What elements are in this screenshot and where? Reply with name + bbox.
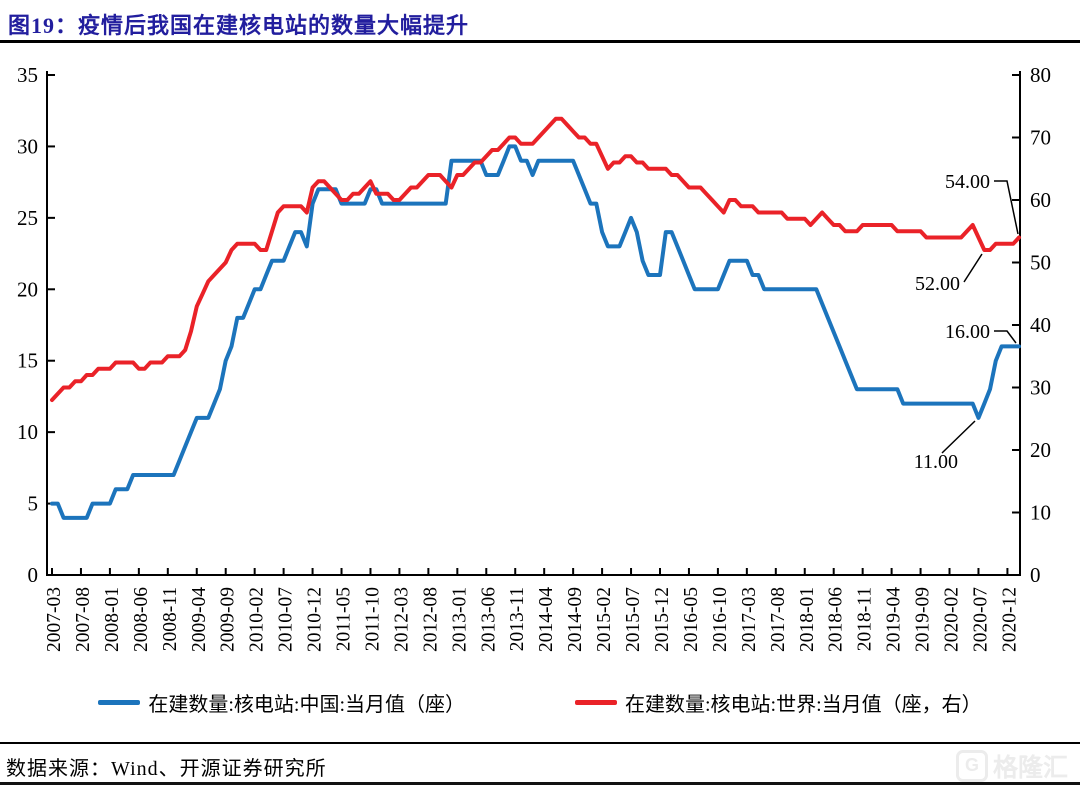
x-axis-tick-label: 2019-09	[913, 587, 934, 652]
x-axis-tick-label: 2019-04	[884, 587, 905, 652]
annotation-leader-line	[994, 180, 1019, 235]
x-axis-tick-label: 2012-03	[391, 587, 412, 652]
china-series-line	[50, 144, 1021, 520]
x-axis-tick-label: 2009-04	[189, 587, 210, 652]
x-axis-tick-label: 2015-02	[594, 587, 615, 652]
x-axis-tick-label: 2016-05	[681, 587, 702, 652]
x-axis-tick-label: 2008-01	[102, 587, 123, 652]
left-axis-tick-label: 25	[17, 206, 38, 230]
x-axis-tick-label: 2007-08	[73, 587, 94, 652]
left-axis-tick-label: 15	[17, 349, 38, 373]
chart-legend: 在建数量:核电站:中国:当月值（座） 在建数量:核电站:世界:当月值（座，右）	[0, 688, 1080, 717]
x-axis-tick-label: 2013-06	[478, 587, 499, 652]
x-axis-tick-label: 2009-09	[218, 587, 239, 652]
x-axis-tick-label: 2014-04	[536, 587, 557, 652]
annotation-value-label: 52.00	[915, 273, 960, 295]
annotation-value-label: 54.00	[945, 171, 990, 193]
x-axis-tick-label: 2020-12	[999, 587, 1020, 652]
right-axis-tick-label: 40	[1030, 313, 1051, 337]
left-axis-tick-label: 0	[28, 563, 39, 587]
x-axis-tick-label: 2018-06	[826, 587, 847, 652]
annotation-value-label: 11.00	[914, 451, 958, 473]
china-line-swatch	[98, 700, 141, 705]
world-series-line	[50, 116, 1021, 402]
left-axis-tick-label: 20	[17, 277, 38, 301]
x-axis-tick-label: 2010-07	[276, 587, 297, 652]
annotation-leader-line	[994, 330, 1017, 344]
annotation-value-label: 16.00	[945, 321, 990, 343]
x-axis-tick-label: 2014-09	[565, 587, 586, 652]
right-axis-tick-label: 60	[1030, 188, 1051, 212]
x-axis-tick-label: 2013-01	[449, 587, 470, 652]
x-axis-tick-label: 2016-10	[710, 587, 731, 652]
x-axis-tick-label: 2013-11	[507, 587, 528, 651]
right-axis-tick-label: 50	[1030, 251, 1051, 275]
x-axis-tick-label: 2017-03	[739, 587, 760, 652]
right-axis-tick-label: 0	[1030, 563, 1041, 587]
x-axis-tick-label: 2008-06	[131, 587, 152, 652]
x-axis-tick-label: 2011-10	[362, 587, 383, 651]
x-axis-tick-label: 2015-07	[623, 587, 644, 652]
dual-axis-line-chart: 0 5 10 15 20 25 30 35 0 10 20 30 40 50 60 70 80 2007-03 20…	[17, 63, 1051, 652]
x-axis-tick-label: 2020-02	[942, 587, 963, 652]
left-axis-tick-label: 5	[28, 492, 39, 516]
left-axis-tick-label: 30	[17, 134, 38, 158]
left-axis-tick-label: 10	[17, 420, 38, 444]
legend-item-world: 在建数量:核电站:世界:当月值（座，右）	[575, 688, 982, 717]
legend-label-world: 在建数量:核电站:世界:当月值（座，右）	[625, 694, 982, 716]
right-axis-tick-label: 20	[1030, 438, 1051, 462]
x-axis-tick-label: 2012-08	[420, 587, 441, 652]
x-axis-tick-label: 2018-01	[797, 587, 818, 652]
gelonghui-logo-text: 格隆汇	[992, 755, 1068, 782]
left-axis-tick-label: 35	[17, 63, 38, 87]
x-axis-tick-label: 2018-11	[855, 587, 876, 651]
x-axis-tick-label: 2010-12	[305, 587, 326, 652]
annotation-leader-line	[941, 420, 976, 454]
legend-label-china: 在建数量:核电站:中国:当月值（座）	[148, 694, 465, 716]
world-line-swatch	[575, 700, 617, 705]
gelonghui-watermark: G 格隆汇	[955, 748, 1068, 784]
right-axis-tick-label: 80	[1030, 63, 1051, 87]
right-axis-tick-label: 10	[1030, 501, 1051, 525]
data-source-note: 数据来源：Wind、开源证券研究所	[6, 758, 327, 780]
x-axis-tick-label: 2020-07	[970, 587, 991, 652]
x-axis-tick-label: 2008-11	[160, 587, 181, 651]
page-bottom-rule	[0, 782, 1080, 785]
gelonghui-logo-icon: G	[955, 750, 988, 782]
footer-divider-rule	[0, 742, 1080, 744]
x-axis-tick-label: 2007-03	[44, 587, 65, 652]
annotation-leader-line	[963, 253, 983, 283]
legend-item-china: 在建数量:核电站:中国:当月值（座）	[98, 688, 465, 717]
right-axis-tick-label: 70	[1030, 126, 1051, 150]
figure-title: 图19：疫情后我国在建核电站的数量大幅提升	[8, 13, 470, 38]
x-axis-tick-label: 2011-05	[334, 587, 355, 651]
x-axis-tick-label: 2017-08	[768, 587, 789, 652]
title-divider-rule	[0, 40, 1080, 43]
x-axis-tick-label: 2010-02	[247, 587, 268, 652]
x-axis-tick-label: 2015-12	[652, 587, 673, 652]
right-axis-tick-label: 30	[1030, 376, 1051, 400]
